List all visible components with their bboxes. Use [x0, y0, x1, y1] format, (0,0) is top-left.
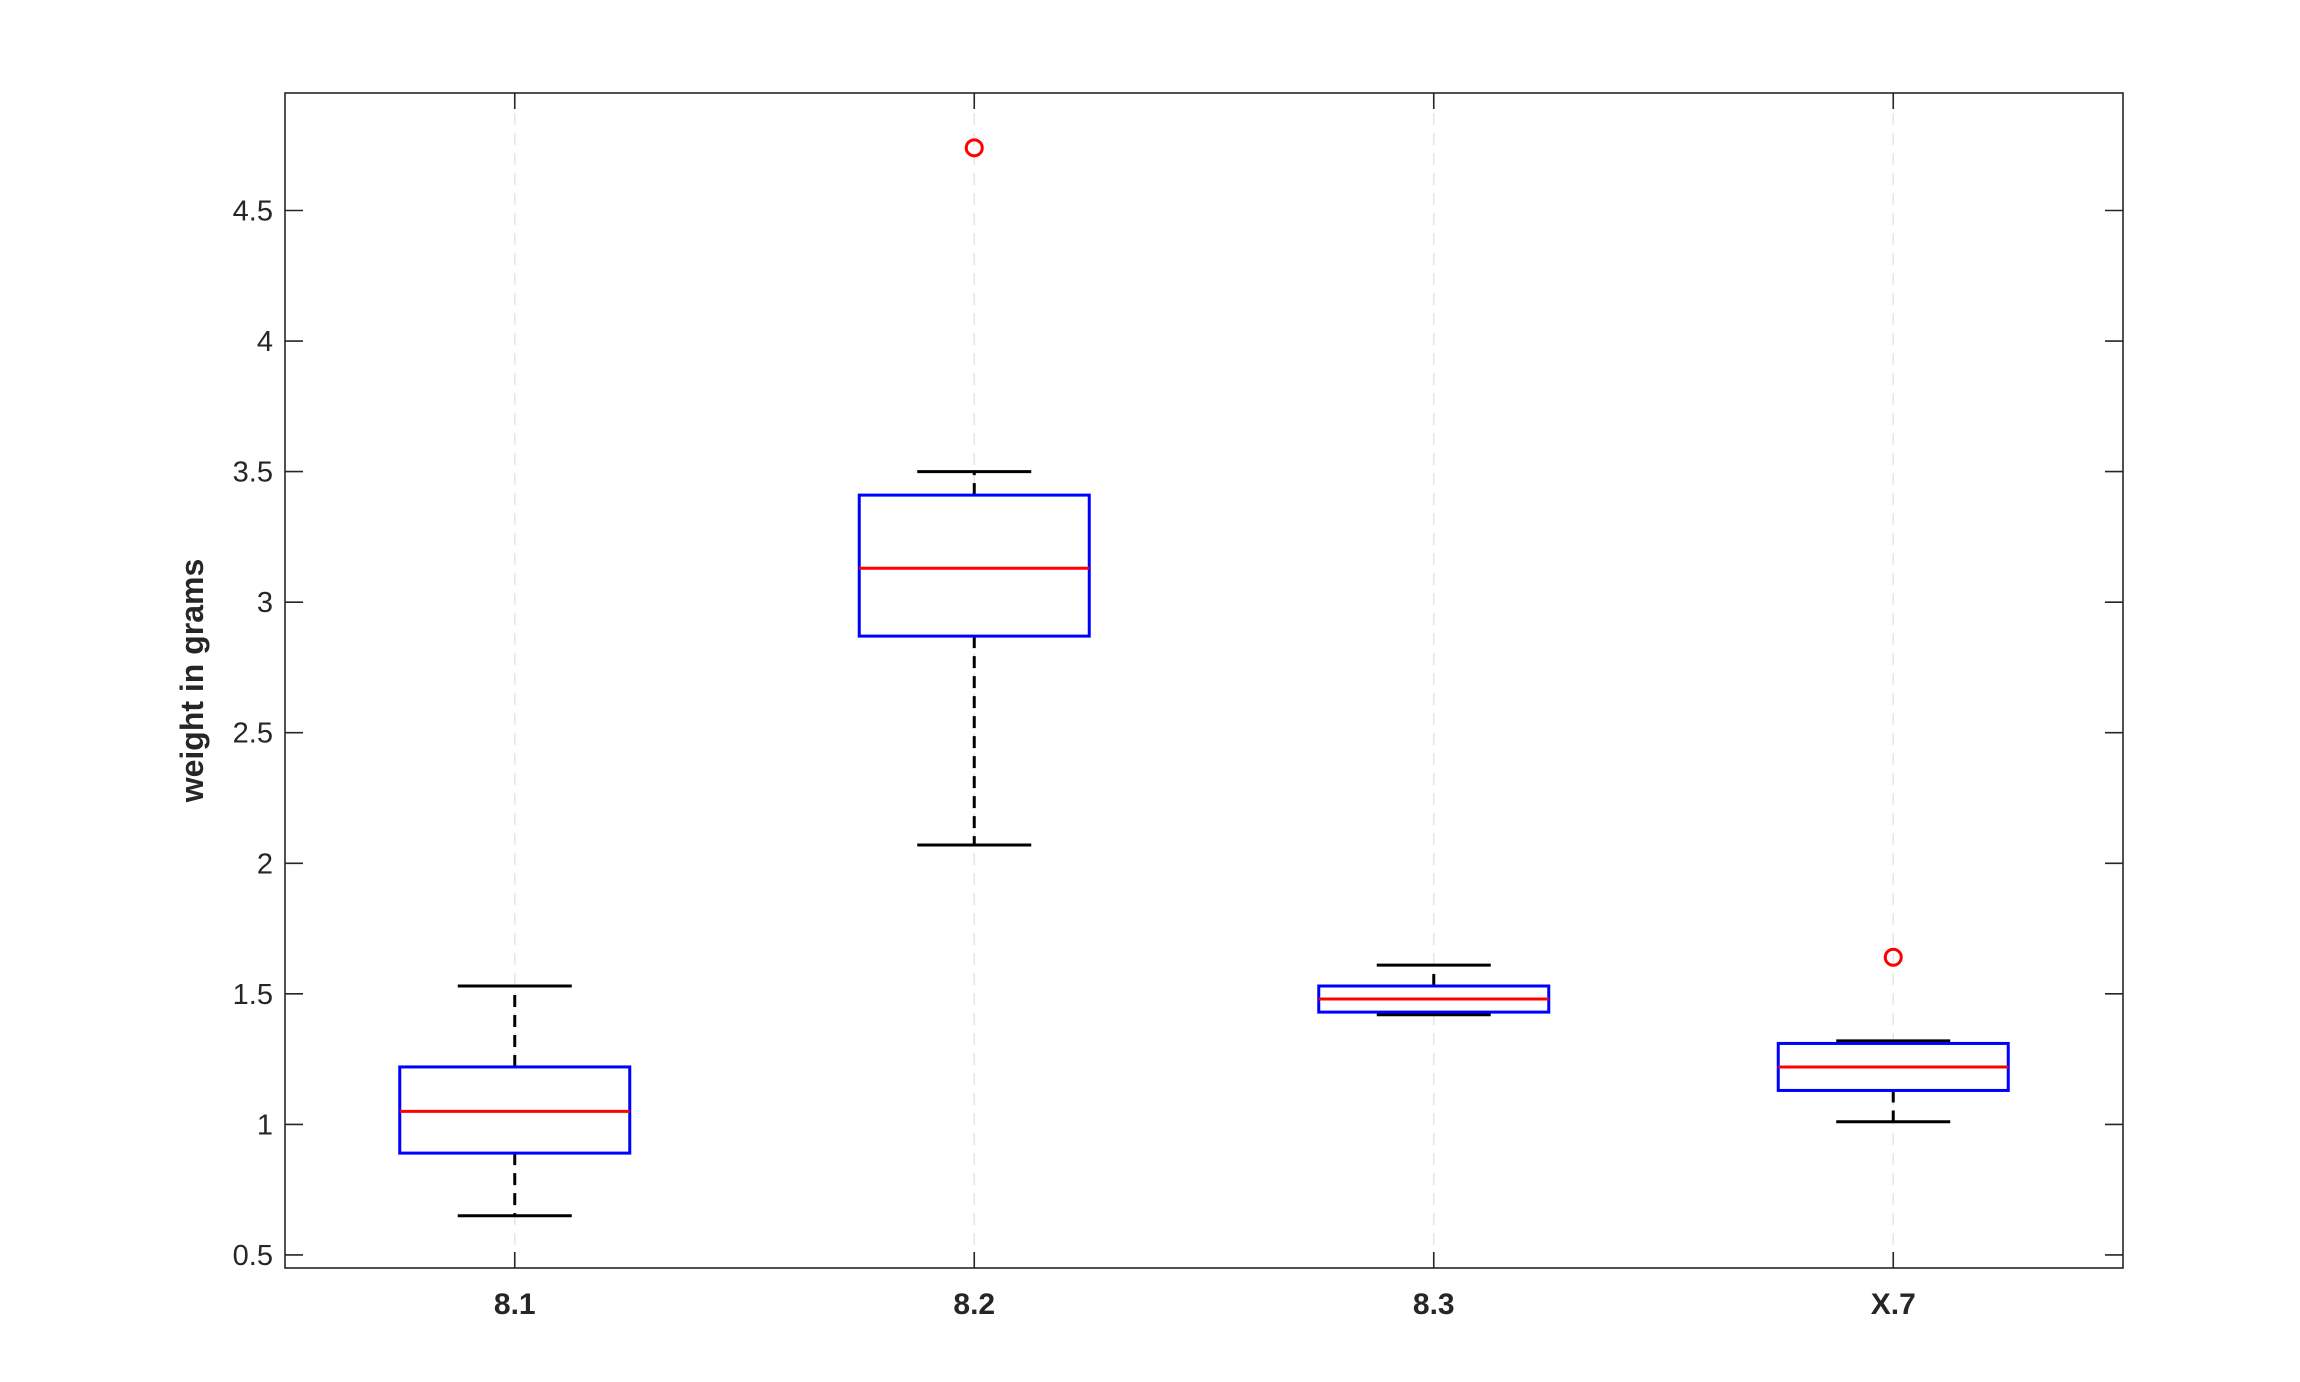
box-X.7 — [1776, 947, 2010, 1124]
outlier-point — [1883, 947, 1903, 967]
x-tick-label: X.7 — [1871, 1288, 1916, 1321]
x-tick-label: 8.2 — [953, 1288, 995, 1321]
box-8.1 — [398, 984, 632, 1218]
y-tick-label: 3.5 — [233, 457, 273, 489]
grid-layer — [513, 93, 1895, 1268]
outlier-point — [964, 138, 984, 158]
label-layer: 8.1 8.2 8.3 X.7 0.5 1 1.5 2 2.5 3 3.5 4 4.5 — [233, 196, 1916, 1322]
y-tick-label: 2.5 — [233, 718, 273, 750]
y-tick-label: 1 — [257, 1109, 273, 1141]
y-tick-label: 4.5 — [233, 196, 273, 228]
box-8.2 — [857, 138, 1091, 847]
plot-frame — [284, 92, 2124, 1269]
box-layer — [398, 138, 2010, 1218]
box-8.3 — [1317, 963, 1551, 1017]
y-tick-label: 3 — [257, 587, 273, 619]
y-tick-label: 4 — [257, 326, 273, 358]
x-tick-label: 8.3 — [1413, 1288, 1455, 1321]
tick-layer — [285, 93, 2123, 1268]
x-tick-label: 8.1 — [494, 1288, 536, 1321]
y-axis-title: weight in grams — [174, 559, 210, 804]
y-tick-label: 1.5 — [233, 979, 273, 1011]
y-tick-label: 2 — [257, 848, 273, 880]
y-tick-label: 0.5 — [233, 1240, 273, 1272]
iqr-box — [857, 493, 1091, 638]
